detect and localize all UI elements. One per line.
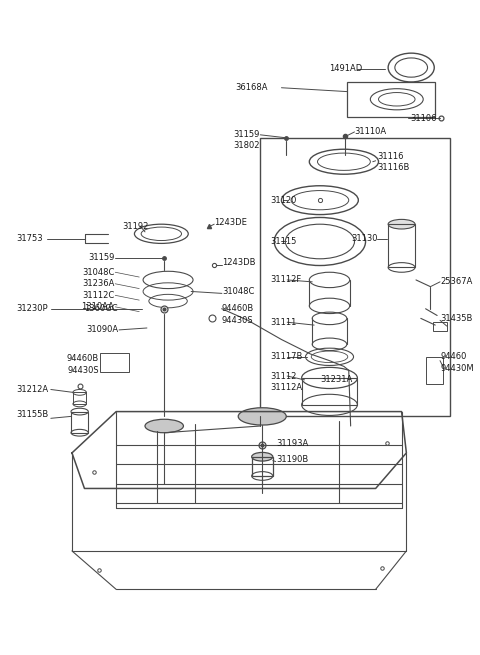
Text: 31435B: 31435B [440,314,472,323]
Text: 1243DE: 1243DE [214,217,247,227]
Text: 31112F: 31112F [270,276,301,284]
Text: 31112C: 31112C [82,291,114,300]
Text: 1310AA: 1310AA [82,303,114,311]
Text: 31190B: 31190B [276,455,309,464]
Text: 94430S: 94430S [222,316,253,325]
Bar [388,224,415,267]
Text: 36168A: 36168A [235,83,268,92]
Bar [260,138,450,417]
Text: 31155B: 31155B [16,410,48,419]
Text: 31159: 31159 [88,253,114,263]
Bar [433,322,447,331]
Text: 31117B: 31117B [270,352,302,362]
Text: 31106: 31106 [410,114,437,123]
Text: 31193A: 31193A [276,439,309,448]
Text: 94460B: 94460B [67,354,99,364]
Text: 1243DB: 1243DB [222,258,255,267]
Bar [71,411,88,433]
Bar [347,82,435,117]
Text: 94460B: 94460B [222,305,254,313]
Ellipse shape [388,219,415,229]
Text: 31159: 31159 [233,130,259,140]
Text: 31048C: 31048C [222,287,254,296]
Text: 31090A: 31090A [86,326,118,335]
Ellipse shape [252,453,273,461]
Text: 31116B: 31116B [378,163,410,172]
Bar [426,357,443,384]
Text: 31192: 31192 [122,221,148,231]
Text: 31236A: 31236A [82,279,114,288]
Ellipse shape [145,419,183,433]
Text: 31110A: 31110A [355,128,386,136]
Text: 1491AD: 1491AD [329,64,363,73]
Text: 31115: 31115 [270,237,296,246]
Text: 94430S: 94430S [67,365,99,375]
Ellipse shape [238,408,286,425]
Text: 31130: 31130 [351,234,378,243]
Text: 94430M: 94430M [440,364,474,373]
Text: 31116: 31116 [378,153,404,161]
Text: 31212A: 31212A [16,385,48,394]
Bar [100,353,129,372]
Text: 31048C: 31048C [82,268,114,277]
Bar [73,392,86,404]
Text: 31802: 31802 [233,141,259,150]
Text: 1360GC: 1360GC [84,305,118,313]
Text: 31230P: 31230P [16,305,48,313]
Bar [301,378,358,405]
Text: 31120: 31120 [270,196,296,204]
Text: 31111: 31111 [270,318,296,327]
Text: 31112: 31112 [270,371,296,381]
Bar [252,457,273,476]
Text: 31753: 31753 [16,234,43,243]
Text: 31112A: 31112A [270,383,302,392]
Text: 94460: 94460 [440,352,467,362]
Text: 31231A: 31231A [320,375,352,384]
Text: 25367A: 25367A [440,277,472,286]
